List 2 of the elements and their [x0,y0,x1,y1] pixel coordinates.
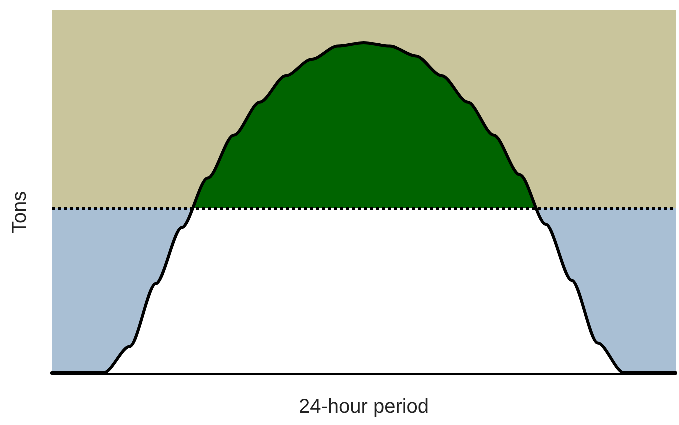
y-axis-title: Tons [9,191,31,234]
x-axis-title: 24-hour period [298,396,430,418]
